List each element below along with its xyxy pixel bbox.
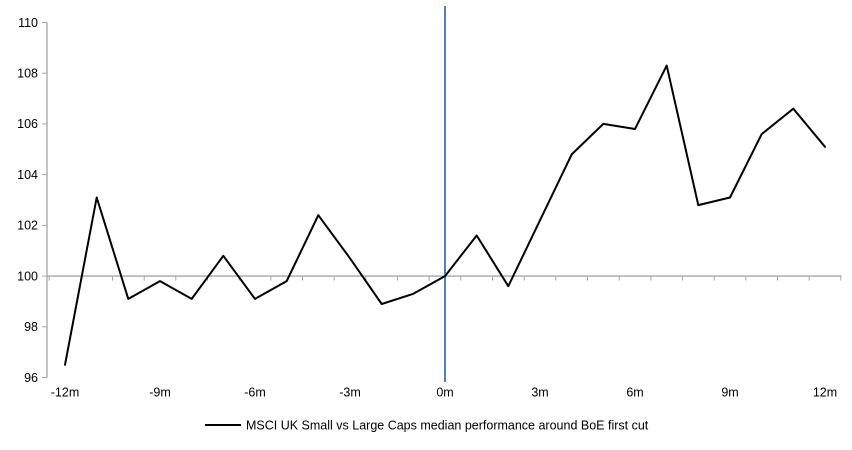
x-axis-tick-label: 12m — [813, 386, 837, 400]
series-line — [64, 64, 826, 366]
x-axis-tick-label: 0m — [436, 386, 453, 400]
legend: MSCI UK Small vs Large Caps median perfo… — [205, 419, 649, 433]
x-axis-tick-label: 9m — [721, 386, 738, 400]
x-axis-labels: -12m -9m -6m -3m 0m 3m 6m 9m 12m — [51, 386, 837, 400]
y-axis-tick-label: 96 — [24, 371, 38, 385]
x-axis-tick-label: 3m — [531, 386, 548, 400]
x-axis-tick-label: 6m — [626, 386, 643, 400]
x-axis-tick-label: -3m — [339, 386, 361, 400]
y-axis-tick-label: 98 — [24, 320, 38, 334]
y-axis-tick-label: 102 — [17, 219, 38, 233]
y-axis-tick-label: 100 — [17, 269, 38, 283]
y-axis-tick-label: 104 — [17, 168, 38, 182]
y-axis: 110 108 106 104 102 100 98 96 — [17, 16, 48, 385]
x-axis-tick-label: -12m — [51, 386, 79, 400]
x-axis-tick-label: -6m — [244, 386, 266, 400]
y-axis-tick-label: 106 — [17, 117, 38, 131]
y-axis-tick-label: 110 — [18, 16, 38, 30]
legend-label: MSCI UK Small vs Large Caps median perfo… — [246, 419, 649, 433]
x-axis-tick-label: -9m — [149, 386, 171, 400]
y-axis-tick-label: 108 — [17, 67, 38, 81]
